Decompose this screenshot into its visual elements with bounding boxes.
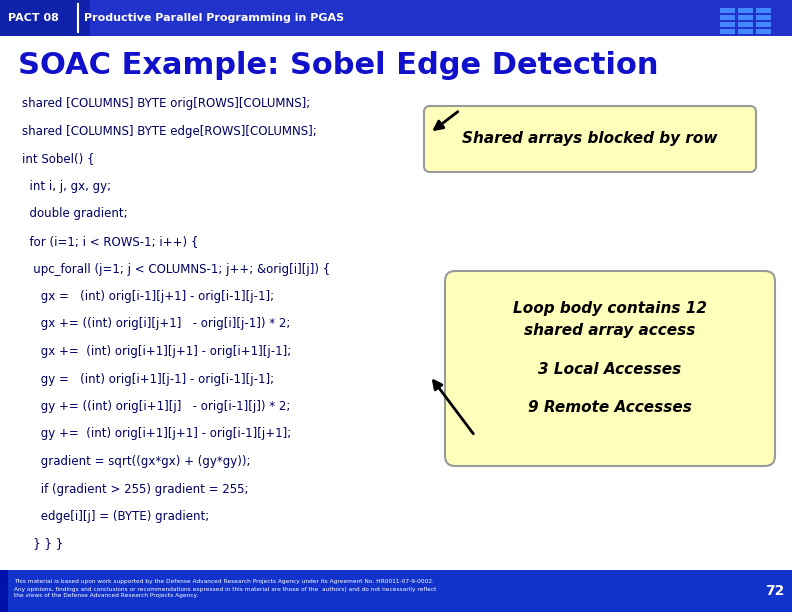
Bar [720, 8, 735, 13]
Text: gradient = sqrt((gx*gx) + (gy*gy));: gradient = sqrt((gx*gx) + (gy*gy)); [22, 455, 250, 468]
Text: shared array access: shared array access [524, 324, 695, 338]
Text: gx =   (int) orig[i-1][j+1] - orig[i-1][j-1];: gx = (int) orig[i-1][j+1] - orig[i-1][j-… [22, 290, 274, 303]
Bar [738, 29, 753, 34]
Bar [756, 29, 771, 34]
Text: gy += ((int) orig[i+1][j]   - orig[i-1][j]) * 2;: gy += ((int) orig[i+1][j] - orig[i-1][j]… [22, 400, 291, 413]
Text: Loop body contains 12: Loop body contains 12 [513, 302, 707, 316]
Text: 9 Remote Accesses: 9 Remote Accesses [528, 400, 692, 414]
Text: int Sobel() {: int Sobel() { [22, 152, 94, 165]
Bar [756, 22, 771, 27]
Bar [738, 8, 753, 13]
Text: gx +=  (int) orig[i+1][j+1] - orig[i+1][j-1];: gx += (int) orig[i+1][j+1] - orig[i+1][j… [22, 345, 291, 358]
Text: gy +=  (int) orig[i+1][j+1] - orig[i-1][j+1];: gy += (int) orig[i+1][j+1] - orig[i-1][j… [22, 428, 291, 441]
Text: shared [COLUMNS] BYTE orig[ROWS][COLUMNS];: shared [COLUMNS] BYTE orig[ROWS][COLUMNS… [22, 97, 310, 111]
Bar [0, 0, 792, 36]
FancyBboxPatch shape [445, 271, 775, 466]
Text: 72: 72 [764, 584, 784, 598]
Text: PACT 08: PACT 08 [8, 13, 59, 23]
Text: double gradient;: double gradient; [22, 207, 128, 220]
Text: This material is based upon work supported by the Defense Advanced Research Proj: This material is based upon work support… [14, 580, 436, 599]
Bar [0, 0, 90, 36]
Text: upc_forall (j=1; j < COLUMNS-1; j++; &orig[i][j]) {: upc_forall (j=1; j < COLUMNS-1; j++; &or… [22, 263, 330, 275]
Text: Productive Parallel Programming in PGAS: Productive Parallel Programming in PGAS [84, 13, 345, 23]
Bar [738, 15, 753, 20]
Text: } } }: } } } [22, 537, 63, 551]
Bar [0, 570, 8, 612]
Text: gy =   (int) orig[i+1][j-1] - orig[i-1][j-1];: gy = (int) orig[i+1][j-1] - orig[i-1][j-… [22, 373, 274, 386]
Bar [738, 22, 753, 27]
Text: shared [COLUMNS] BYTE edge[ROWS][COLUMNS];: shared [COLUMNS] BYTE edge[ROWS][COLUMNS… [22, 125, 317, 138]
Bar [0, 570, 792, 612]
Bar [720, 29, 735, 34]
Text: for (i=1; i < ROWS-1; i++) {: for (i=1; i < ROWS-1; i++) { [22, 235, 198, 248]
FancyBboxPatch shape [424, 106, 756, 172]
Bar [720, 15, 735, 20]
Bar [756, 15, 771, 20]
Text: gx += ((int) orig[i][j+1]   - orig[i][j-1]) * 2;: gx += ((int) orig[i][j+1] - orig[i][j-1]… [22, 318, 291, 330]
Text: int i, j, gx, gy;: int i, j, gx, gy; [22, 180, 111, 193]
Bar [756, 8, 771, 13]
Bar [720, 22, 735, 27]
Text: if (gradient > 255) gradient = 255;: if (gradient > 255) gradient = 255; [22, 482, 249, 496]
Text: 3 Local Accesses: 3 Local Accesses [539, 362, 682, 376]
Text: Shared arrays blocked by row: Shared arrays blocked by row [463, 132, 718, 146]
Text: SOAC Example: Sobel Edge Detection: SOAC Example: Sobel Edge Detection [18, 51, 658, 81]
Text: edge[i][j] = (BYTE) gradient;: edge[i][j] = (BYTE) gradient; [22, 510, 209, 523]
